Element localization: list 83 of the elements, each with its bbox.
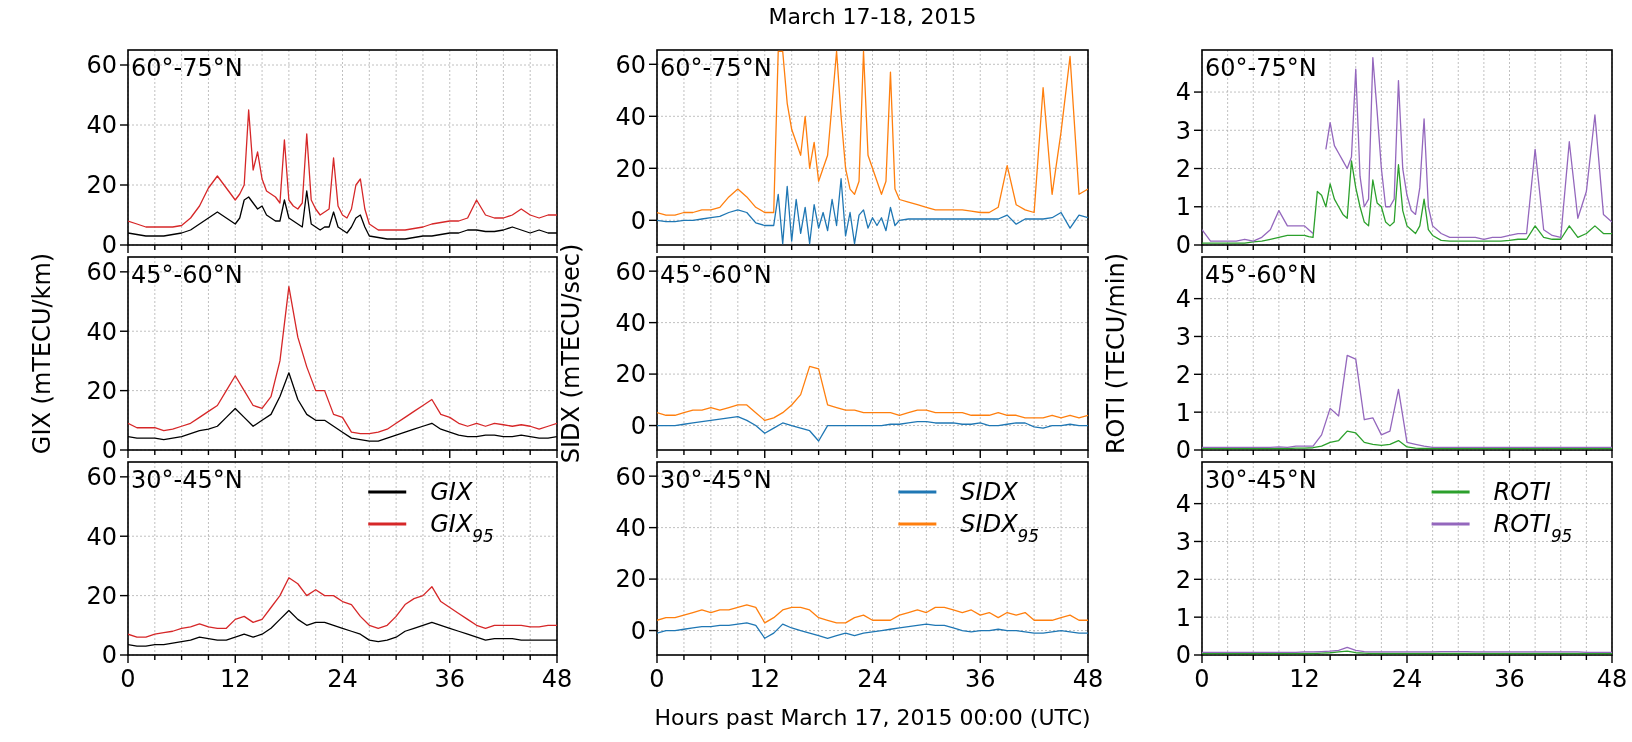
annotation: 60°-75°N [131, 54, 243, 82]
y-tick-label: 2 [1175, 154, 1191, 183]
chart-title: March 17-18, 2015 [768, 4, 977, 29]
line-series [657, 415, 1088, 442]
y-axis-title: SIDX (mTECU/sec) [557, 243, 585, 464]
y-tick-label: 40 [86, 111, 117, 140]
x-tick-label: 36 [1494, 665, 1525, 693]
y-tick-label: 0 [630, 616, 646, 645]
annotation: 30°-45°N [660, 466, 772, 494]
y-tick-label: 1 [1175, 603, 1191, 632]
line-series [657, 178, 1088, 245]
legend-label: GIX$_{95}$ [430, 510, 494, 547]
x-tick-label: 24 [1391, 665, 1423, 693]
x-tick-label: 24 [327, 665, 358, 693]
y-tick-label: 1 [1175, 193, 1191, 222]
y-tick-label: 0 [1175, 231, 1191, 260]
annotation: 60°-75°N [1205, 54, 1317, 82]
y-axis-title: ROTI (TECU/min) [1102, 252, 1130, 455]
line-series [128, 577, 557, 638]
y-axis-title: GIX (mTECU/km) [28, 252, 56, 455]
x-tick-label: 48 [1596, 665, 1628, 693]
y-tick-label: 0 [101, 641, 117, 670]
line-series [657, 622, 1088, 639]
line-series [128, 109, 557, 231]
x-tick-label: 0 [120, 665, 136, 693]
x-tick-label: 36 [964, 665, 996, 693]
y-tick-label: 2 [1175, 360, 1191, 389]
y-tick-label: 4 [1175, 78, 1191, 107]
y-tick-label: 4 [1175, 285, 1191, 314]
y-tick-label: 60 [615, 50, 646, 79]
annotation: 45°-60°N [131, 261, 243, 289]
legend-label: ROTI$_{95}$ [1493, 510, 1573, 547]
x-tick-label: 48 [1072, 665, 1104, 693]
x-tick-label: 48 [541, 665, 573, 693]
line-series [128, 286, 557, 435]
x-tick-label: 12 [1289, 665, 1320, 693]
y-tick-label: 0 [1175, 641, 1191, 670]
y-tick-label: 40 [615, 102, 646, 131]
annotation: 30°-45°N [131, 466, 243, 494]
y-tick-label: 60 [615, 462, 646, 491]
y-tick-label: 20 [86, 582, 117, 611]
line-series [657, 604, 1088, 624]
y-tick-label: 20 [615, 154, 646, 183]
x-tick-label: 24 [857, 665, 888, 693]
y-tick-label: 3 [1175, 322, 1191, 351]
y-tick-label: 0 [101, 436, 117, 465]
y-tick-label: 40 [615, 309, 646, 338]
annotation: 45°-60°N [660, 261, 772, 289]
y-tick-label: 40 [86, 522, 117, 551]
y-tick-label: 20 [615, 565, 646, 594]
legend-label: GIX [430, 478, 473, 507]
y-tick-label: 0 [101, 231, 117, 260]
y-tick-label: 0 [630, 206, 646, 235]
y-tick-label: 20 [615, 360, 646, 389]
y-tick-label: 20 [86, 377, 117, 406]
line-series [657, 365, 1088, 422]
annotation: 60°-75°N [660, 54, 772, 82]
y-tick-label: 0 [630, 411, 646, 440]
legend-label: SIDX$_{95}$ [960, 510, 1039, 547]
y-tick-label: 40 [615, 514, 646, 543]
annotation: 45°-60°N [1205, 261, 1317, 289]
y-tick-label: 3 [1175, 116, 1191, 145]
y-tick-label: 20 [86, 171, 117, 200]
y-tick-label: 60 [615, 257, 646, 286]
y-tick-label: 60 [86, 258, 117, 287]
x-tick-label: 0 [649, 665, 665, 693]
y-tick-label: 60 [86, 51, 117, 80]
legend-label: SIDX [960, 478, 1019, 507]
y-tick-label: 3 [1175, 527, 1191, 556]
y-tick-label: 40 [86, 317, 117, 346]
y-tick-label: 0 [1175, 436, 1191, 465]
x-tick-label: 36 [434, 665, 466, 693]
y-tick-label: 2 [1175, 565, 1191, 594]
x-tick-label: 0 [1194, 665, 1210, 693]
x-tick-label: 12 [219, 665, 251, 693]
line-series [657, 50, 1088, 216]
x-axis-title: Hours past March 17, 2015 00:00 (UTC) [654, 705, 1091, 730]
y-tick-label: 1 [1175, 398, 1191, 427]
legend-label: ROTI [1493, 478, 1551, 507]
x-tick-label: 12 [749, 665, 781, 693]
y-tick-label: 60 [86, 463, 117, 492]
y-tick-label: 4 [1175, 490, 1191, 519]
annotation: 30°-45°N [1205, 466, 1317, 494]
